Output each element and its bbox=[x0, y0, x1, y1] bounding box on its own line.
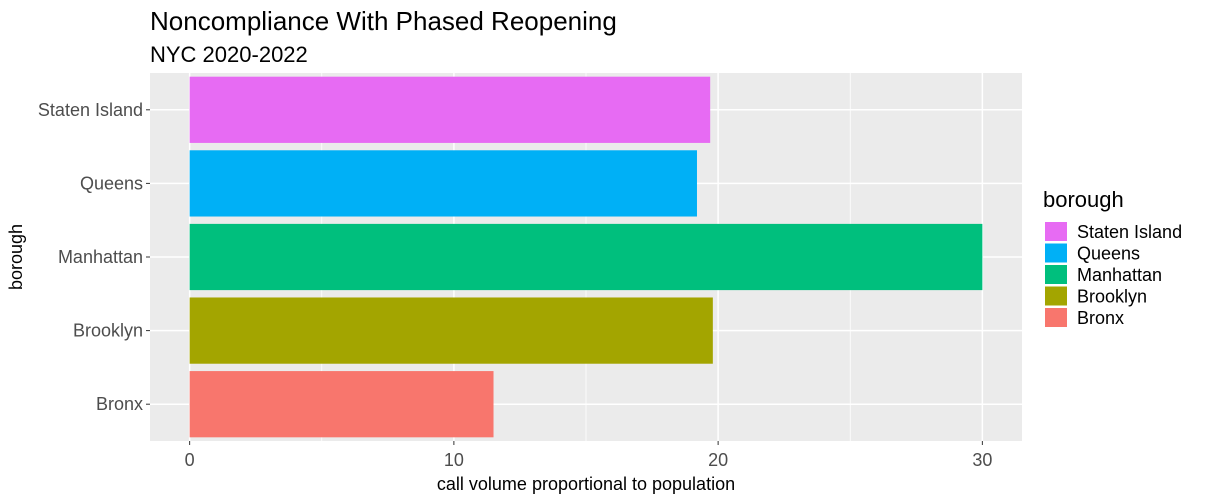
legend-label: Queens bbox=[1077, 244, 1140, 264]
legend-label: Bronx bbox=[1077, 308, 1124, 328]
y-tick-label: Brooklyn bbox=[73, 321, 143, 341]
legend-label: Staten Island bbox=[1077, 222, 1182, 242]
legend: borough Staten IslandQueensManhattanBroo… bbox=[1043, 187, 1182, 328]
x-tick-label: 30 bbox=[972, 450, 992, 470]
legend-swatch bbox=[1045, 286, 1067, 306]
x-tick-label: 10 bbox=[444, 450, 464, 470]
y-axis: Staten Island Queens Manhattan Brooklyn Bron… bbox=[38, 100, 150, 414]
x-axis: 0 10 20 30 bbox=[185, 441, 992, 470]
legend-swatch bbox=[1045, 265, 1067, 284]
y-tick-label: Bronx bbox=[96, 394, 143, 414]
bars bbox=[189, 76, 983, 438]
chart-subtitle: NYC 2020-2022 bbox=[150, 42, 308, 67]
y-tick-label: Staten Island bbox=[38, 100, 143, 120]
bar-bronx bbox=[189, 371, 494, 438]
legend-swatch bbox=[1045, 222, 1067, 241]
bar-brooklyn bbox=[189, 297, 713, 364]
y-tick-label: Manhattan bbox=[58, 247, 143, 267]
y-axis-title: borough bbox=[6, 224, 26, 290]
bar-staten-island bbox=[189, 76, 711, 143]
bar-manhattan bbox=[189, 223, 983, 291]
x-axis-title: call volume proportional to population bbox=[437, 474, 735, 494]
y-tick-label: Queens bbox=[80, 173, 143, 193]
legend-swatch bbox=[1045, 243, 1067, 263]
chart-title: Noncompliance With Phased Reopening bbox=[150, 6, 617, 36]
legend-swatch bbox=[1045, 308, 1067, 327]
legend-label: Brooklyn bbox=[1077, 287, 1147, 307]
legend-label: Manhattan bbox=[1077, 265, 1162, 285]
legend-title: borough bbox=[1043, 187, 1124, 212]
x-tick-label: 20 bbox=[708, 450, 728, 470]
x-tick-label: 0 bbox=[185, 450, 195, 470]
bar-queens bbox=[189, 150, 697, 217]
